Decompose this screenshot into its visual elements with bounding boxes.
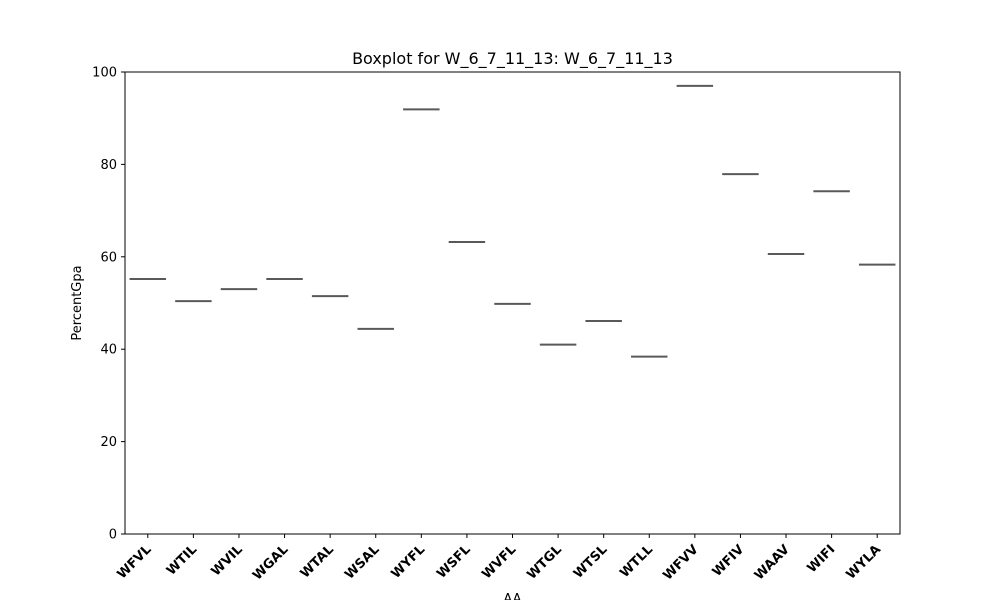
y-tick-label: 0 [109, 528, 117, 543]
x-tick-label: WTGL [524, 542, 564, 582]
x-tick-label: WFVL [115, 542, 155, 582]
x-tick-label: WTSL [571, 542, 610, 581]
x-tick-label: WFVV [660, 542, 701, 583]
x-tick-label: WGAL [250, 542, 291, 583]
y-axis-label: PercentGpa [70, 265, 85, 340]
x-tick-label: WSAL [342, 542, 382, 582]
x-tick-label: WAAV [752, 542, 793, 583]
x-tick-label: WTIL [164, 542, 200, 578]
x-tick-label: WVIL [209, 542, 246, 579]
x-tick-label: WSFL [434, 542, 474, 582]
x-tick-label: WYLA [844, 542, 884, 582]
x-axis-label: AA [503, 592, 521, 600]
chart-title: Boxplot for W_6_7_11_13: W_6_7_11_13 [352, 49, 673, 69]
y-tick-label: 80 [100, 158, 117, 173]
x-tick-label: WYFL [389, 542, 429, 582]
y-tick-label: 100 [92, 66, 117, 81]
y-tick-label: 60 [100, 250, 117, 265]
y-tick-label: 20 [100, 435, 117, 450]
x-tick-label: WFIV [710, 542, 748, 580]
x-tick-label: WVFL [479, 542, 519, 582]
plot-frame [124, 71, 901, 535]
plot-area: 0 20 40 60 80 100 WFVL WTIL WVIL WGAL WTAL WSAL WYFL… [92, 66, 901, 583]
x-tick-label: WTAL [298, 542, 337, 581]
x-tick-label: WTLL [617, 542, 656, 581]
x-tick-label: WIFI [805, 542, 839, 576]
y-tick-label: 40 [100, 343, 117, 358]
